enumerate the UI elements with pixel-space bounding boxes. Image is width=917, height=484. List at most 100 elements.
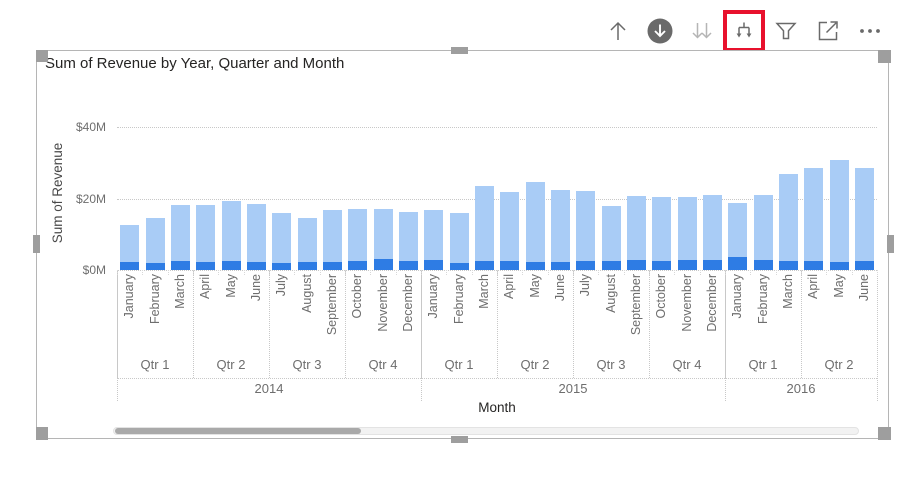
visual-toolbar <box>604 10 890 52</box>
bar-segment-light[interactable] <box>601 206 621 262</box>
bar-segment-light[interactable] <box>348 209 368 262</box>
bar-segment-dark[interactable] <box>120 261 140 270</box>
bar-segment-light[interactable] <box>804 168 824 262</box>
bar-segment-dark[interactable] <box>424 259 444 270</box>
filter-icon[interactable] <box>772 17 800 45</box>
month-tick-label: May <box>831 274 846 298</box>
month-tick-label: October <box>654 274 669 319</box>
bar-segment-light[interactable] <box>246 203 266 263</box>
quarter-tick-label: Qtr 2 <box>824 357 854 372</box>
bar-segment-light[interactable] <box>322 209 342 262</box>
bar-segment-light[interactable] <box>854 168 874 261</box>
selection-handle-bottom-middle[interactable] <box>451 436 468 443</box>
bar-segment-light[interactable] <box>196 204 216 262</box>
bar-segment-light[interactable] <box>297 218 317 263</box>
bar-segment-dark[interactable] <box>550 262 570 270</box>
bar-segment-dark[interactable] <box>753 260 773 270</box>
month-separator-tick <box>421 270 422 275</box>
bar-segment-dark[interactable] <box>778 261 798 270</box>
horizontal-scrollbar-thumb[interactable] <box>115 428 361 434</box>
gridline <box>117 198 877 200</box>
selection-handle-bottom-left[interactable] <box>36 427 48 440</box>
year-separator <box>877 270 878 401</box>
bar-segment-dark[interactable] <box>196 261 216 270</box>
bar-segment-light[interactable] <box>272 212 292 263</box>
bar-segment-light[interactable] <box>120 225 140 262</box>
drill-down-icon[interactable] <box>646 17 674 45</box>
bar-segment-light[interactable] <box>474 186 494 262</box>
bar-segment-light[interactable] <box>626 196 646 260</box>
bar-segment-dark[interactable] <box>221 261 241 270</box>
bar-segment-dark[interactable] <box>297 262 317 270</box>
bar-segment-light[interactable] <box>424 209 444 260</box>
bar-segment-light[interactable] <box>398 211 418 261</box>
bar-segment-light[interactable] <box>221 201 241 262</box>
bar-segment-dark[interactable] <box>601 261 621 270</box>
bar-segment-dark[interactable] <box>677 260 697 270</box>
bar-segment-dark[interactable] <box>702 260 722 270</box>
focus-mode-icon[interactable] <box>814 17 842 45</box>
bar-segment-dark[interactable] <box>246 262 266 270</box>
bar-segment-dark[interactable] <box>804 261 824 270</box>
bar-segment-dark[interactable] <box>728 257 748 270</box>
bar-segment-light[interactable] <box>652 197 672 261</box>
go-to-next-level-icon[interactable] <box>688 17 716 45</box>
selection-handle-middle-left[interactable] <box>33 235 40 253</box>
selection-handle-top-middle[interactable] <box>451 47 468 54</box>
bar-segment-dark[interactable] <box>474 261 494 270</box>
bar-segment-light[interactable] <box>728 203 748 258</box>
bar-segment-dark[interactable] <box>322 261 342 270</box>
chart-plot-area: Sum of Revenue Month $0M $20M $40M January F… <box>37 51 890 440</box>
selection-handle-bottom-right[interactable] <box>878 427 891 440</box>
month-separator-tick <box>573 270 574 275</box>
bar-segment-light[interactable] <box>829 159 849 262</box>
month-separator-tick <box>750 270 752 275</box>
y-axis-tick-label: $0M <box>82 263 106 277</box>
horizontal-scrollbar-track[interactable] <box>113 427 859 435</box>
bar-segment-dark[interactable] <box>854 260 874 270</box>
month-tick-label: April <box>198 274 213 300</box>
bar-segment-dark[interactable] <box>272 262 292 270</box>
month-tick-label: August <box>603 274 618 313</box>
selection-handle-middle-right[interactable] <box>887 235 894 253</box>
bar-segment-dark[interactable] <box>576 261 596 270</box>
more-options-icon[interactable] <box>856 17 884 45</box>
bar-segment-dark[interactable] <box>449 263 469 270</box>
selection-handle-top-right[interactable] <box>878 50 891 63</box>
bar-segment-light[interactable] <box>145 217 165 263</box>
bar-segment-dark[interactable] <box>170 261 190 270</box>
month-tick-label: November <box>375 274 390 332</box>
bar-segment-dark[interactable] <box>500 261 520 270</box>
bar-segment-light[interactable] <box>500 192 520 262</box>
month-separator-tick <box>725 270 726 275</box>
month-separator-tick <box>851 270 853 275</box>
bar-segment-light[interactable] <box>373 209 393 260</box>
month-tick-label: January <box>426 274 441 319</box>
bar-segment-light[interactable] <box>170 204 190 262</box>
drill-up-icon[interactable] <box>604 17 632 45</box>
bar-segment-dark[interactable] <box>652 260 672 270</box>
bar-segment-light[interactable] <box>550 189 570 263</box>
bar-segment-light[interactable] <box>778 174 798 262</box>
bar-segment-light[interactable] <box>702 194 722 261</box>
month-tick-label: September <box>628 274 643 336</box>
bar-segment-dark[interactable] <box>373 259 393 270</box>
bar-segment-dark[interactable] <box>145 262 165 270</box>
quarter-tick-label: Qtr 1 <box>748 357 778 372</box>
bar-segment-dark[interactable] <box>626 259 646 270</box>
expand-all-down-one-level-icon[interactable] <box>723 10 765 52</box>
chart-visual[interactable]: Sum of Revenue by Year, Quarter and Mont… <box>33 47 894 443</box>
bar-segment-dark[interactable] <box>829 261 849 270</box>
bar-segment-light[interactable] <box>677 197 697 261</box>
bar-segment-dark[interactable] <box>525 261 545 270</box>
bar-segment-dark[interactable] <box>398 260 418 270</box>
bar-segment-light[interactable] <box>525 182 545 262</box>
bar-segment-dark[interactable] <box>348 261 368 270</box>
quarter-tick-label: Qtr 3 <box>292 357 322 372</box>
bar-segment-light[interactable] <box>753 194 773 261</box>
selection-handle-top-left[interactable] <box>36 50 48 62</box>
bar-segment-light[interactable] <box>576 191 596 262</box>
bar-segment-light[interactable] <box>449 213 469 264</box>
quarter-tick-label: Qtr 4 <box>368 357 398 372</box>
